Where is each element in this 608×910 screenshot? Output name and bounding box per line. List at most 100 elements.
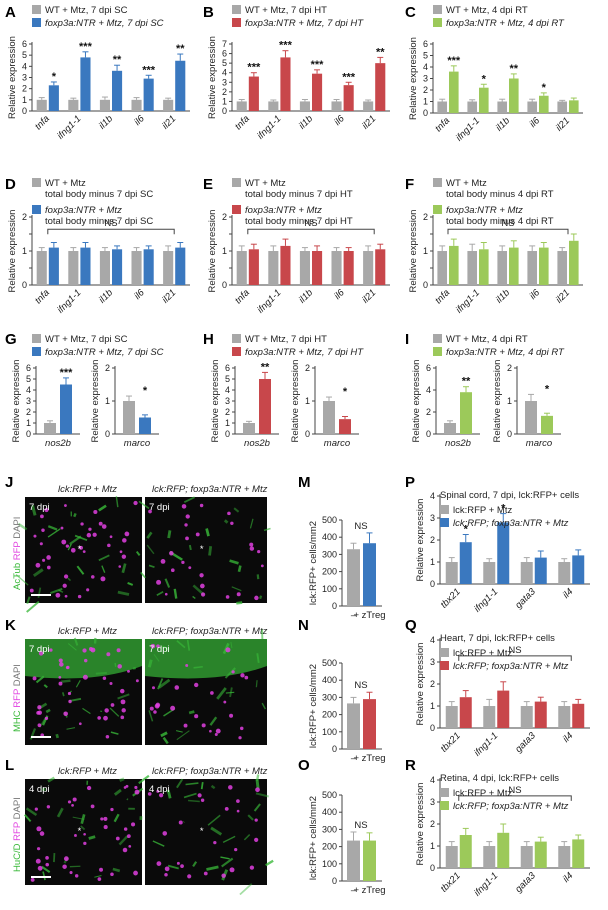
tissue-stain [112,867,121,873]
rfp-cell [72,797,77,802]
rfp-channel-label: RFP [12,686,23,707]
bar [444,423,456,434]
rfp-cell [121,554,127,559]
panel-letter-q: Q [405,617,417,634]
y-tick-label: 3 [222,77,227,87]
y-tick-label: 3 [430,797,435,807]
y-tick-label: 0 [430,723,435,733]
category-label: marco [124,438,150,449]
tissue-stain [192,595,196,599]
dapi-channel-label: DAPI [12,664,23,686]
rfp-cell [122,538,127,543]
tissue-stain [127,581,134,586]
tissue-stain [17,522,28,531]
tissue-stain [148,710,154,722]
rfp-cell [63,856,69,862]
micrograph-right-label: lck:RFP; foxp3a:NTR + Mtz [152,626,268,637]
rfp-cell [63,711,68,717]
legend-label: lck:RFP + Mtz [453,505,512,516]
rfp-cell [64,504,67,507]
bar [163,99,174,111]
significance-mark: ** [261,361,270,373]
tissue-stain [94,875,102,878]
bar [280,245,291,285]
ns-label: NS [104,218,117,229]
category-label: tnfa [233,113,252,132]
y-tick-label: 1 [22,246,27,256]
rfp-cell [118,565,122,568]
rfp-cell [86,532,92,538]
rfp-cell [181,504,187,509]
rfp-cell [194,714,199,719]
category-label: ifng1-1 [472,586,500,614]
rfp-cell [90,647,96,653]
category-label: + zTreg [353,610,385,621]
tissue-stain [222,835,236,843]
rfp-cell [203,871,208,876]
tissue-stain [192,861,198,868]
rfp-cell [149,706,154,711]
bar [175,247,186,285]
tissue-stain [167,864,179,870]
significance-mark: * [343,386,348,398]
y-tick-label: 1 [507,396,512,406]
y-tick-label: 6 [26,363,31,373]
tissue-stain [74,534,88,542]
dapi-channel-label: DAPI [12,797,23,819]
chart-title-q: Heart, 7 dpi, lck:RFP+ cells [440,633,555,644]
rfp-cell [210,691,214,695]
rfp-cell [119,550,123,554]
y-axis-label: Relative expression [290,360,301,443]
rfp-cell [107,543,111,548]
rfp-cell [103,715,108,721]
bar [558,706,571,728]
rfp-cell [65,544,70,548]
rfp-cell [244,675,249,680]
rfp-cell [58,658,63,663]
y-tick-label: 2 [423,212,428,222]
bar [569,240,579,285]
category-label: nos2b [244,438,270,449]
category-label: + zTreg [353,753,385,764]
legend-swatch [433,5,442,14]
category-label: il6 [528,115,543,130]
rfp-cell [106,652,111,657]
tissue-stain [61,692,65,697]
rfp-cell [240,673,245,678]
y-tick-label: 500 [322,790,337,800]
rfp-cell [40,514,44,519]
y-tick-label: 2 [26,407,31,417]
significance-mark: ** [376,46,385,58]
bar [479,87,489,113]
rfp-cell [62,864,67,869]
y-tick-label: 1 [26,418,31,428]
y-axis-label: Relative expression [207,210,218,293]
category-label: gata3 [513,586,538,611]
legend-label: WT + Mtz, 7 dpi HT [245,5,327,16]
rfp-cell [46,805,51,809]
rfp-cell [128,844,132,848]
category-label: il1b [97,287,115,305]
legend-swatch [433,334,442,343]
y-tick-label: 1 [430,557,435,567]
bar [68,251,79,285]
y-axis-label: Relative expression [492,360,503,443]
legend-label: total body minus 7 dpi SC [45,216,153,227]
bar [569,100,579,113]
category-label: il6 [528,287,543,302]
y-tick-label: 6 [222,49,227,59]
rfp-cell [110,703,115,707]
rfp-cell [90,804,95,809]
category-label: il4 [561,730,576,745]
legend-label: WT + Mtz, 7 dpi SC [45,5,128,16]
y-tick-label: 0 [507,429,512,439]
panel-letter-e: E [203,176,213,193]
rfp-cell [185,514,190,519]
tissue-stain [88,835,96,840]
significance-mark: * [542,82,547,94]
tissue-stain [118,835,129,846]
bar [312,251,323,285]
rfp-cell [159,793,164,798]
tissue-stain [216,687,227,700]
